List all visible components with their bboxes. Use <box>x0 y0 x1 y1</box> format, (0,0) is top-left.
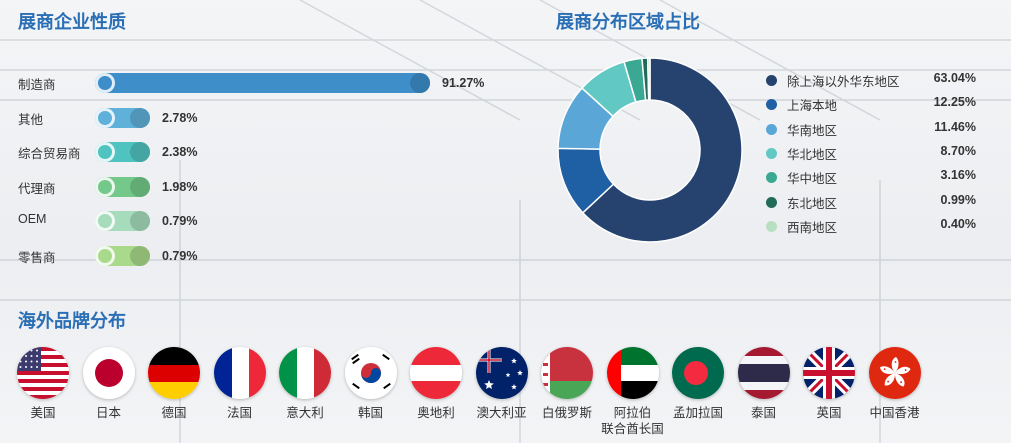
bar-category-label: 综合贸易商 <box>18 147 81 161</box>
bar-start-knob <box>95 245 115 266</box>
flag-country-label: 韩国 <box>357 406 383 420</box>
flag-country-label: 孟加拉国 <box>672 406 723 420</box>
legend-value: 12.25% <box>933 95 976 110</box>
region-share-donut-chart <box>557 57 743 243</box>
legend-item: 华中地区 3.16% <box>766 168 986 186</box>
legend-label: 上海本地 <box>787 99 838 114</box>
bar-category-label: 零售商 <box>18 250 56 265</box>
legend-value: 0.99% <box>940 192 976 207</box>
legend-value: 0.40% <box>940 216 976 231</box>
legend-value: 63.04% <box>933 71 976 85</box>
flag-country-label: 中国香港 <box>869 406 920 420</box>
flag-country-label: 白俄罗斯 <box>541 406 592 420</box>
legend-item: 华南地区 11.46% <box>766 120 986 138</box>
flag-country-label: 法国 <box>226 406 252 420</box>
bar-end-knob <box>130 211 150 231</box>
flag-austria-icon <box>410 347 462 399</box>
flag-country-label: 德国 <box>161 406 187 420</box>
legend-label: 东北地区 <box>787 196 838 211</box>
flag-hongkong-icon <box>868 347 921 399</box>
bar-value-label: 0.79% <box>162 214 198 228</box>
flag-country-label: 英国 <box>816 406 842 420</box>
bar-end-knob <box>130 176 150 197</box>
flag-belarus-icon <box>541 347 593 399</box>
flag-japan-icon <box>82 347 135 399</box>
legend-label: 西南地区 <box>787 220 838 235</box>
legend-label: 除上海以外华东地区 <box>787 75 900 89</box>
flag-usa-icon <box>17 347 69 399</box>
flag-bangladesh-icon <box>672 347 724 399</box>
legend-value: 3.16% <box>940 168 976 183</box>
flag-korea-icon <box>344 347 397 399</box>
legend-swatch <box>766 147 777 159</box>
bar-end-knob <box>130 245 150 266</box>
bar-category-label: 代理商 <box>18 181 56 196</box>
bar-start-knob <box>95 142 115 162</box>
flag-france-icon <box>213 347 266 399</box>
legend-item: 上海本地 12.25% <box>766 95 986 113</box>
bar-category-label: OEM <box>18 212 47 226</box>
bar-start-knob <box>95 211 115 231</box>
bar-category-label: 其他 <box>18 112 44 127</box>
bar-value-label: 2.78% <box>162 110 198 125</box>
bar-value-label: 1.98% <box>162 179 198 194</box>
bar <box>95 73 430 93</box>
flag-country-label: 美国 <box>30 406 56 420</box>
legend-label: 华北地区 <box>787 147 838 162</box>
flag-country-label: 泰国 <box>750 406 776 420</box>
legend-swatch <box>766 172 777 184</box>
bar-value-label: 0.79% <box>162 248 198 263</box>
legend-swatch <box>766 220 777 232</box>
bar-value-label: 91.27% <box>442 76 485 90</box>
overseas-brands-title: 海外品牌分布 <box>18 311 126 331</box>
flag-country-label: 奥地利 <box>417 406 455 420</box>
legend-item: 除上海以外华东地区 63.04% <box>766 71 986 89</box>
legend-swatch <box>766 99 777 111</box>
flag-country-label: 阿拉伯 联合酋长国 <box>601 406 664 436</box>
flag-australia-icon <box>475 347 528 399</box>
donut-slice <box>581 57 743 243</box>
flag-thailand-icon <box>737 347 790 399</box>
region-share-title: 展商分布区域占比 <box>556 12 700 32</box>
donut-slice <box>646 57 651 101</box>
legend-swatch <box>766 75 777 86</box>
legend-swatch <box>766 123 777 135</box>
flag-country-label: 日本 <box>95 406 121 420</box>
exhibitor-nature-title: 展商企业性质 <box>18 12 126 32</box>
bar-end-knob <box>130 142 150 162</box>
flag-germany-icon <box>148 347 200 399</box>
legend-swatch <box>766 196 777 208</box>
legend-value: 8.70% <box>940 143 976 158</box>
bar-start-knob <box>95 73 115 93</box>
bar-value-label: 2.38% <box>162 145 198 159</box>
legend-label: 华南地区 <box>787 123 838 138</box>
flag-italy-icon <box>279 347 331 399</box>
bar-start-knob <box>95 176 115 197</box>
bar-category-label: 制造商 <box>18 78 56 92</box>
legend-item: 东北地区 0.99% <box>766 193 986 211</box>
legend-item: 华北地区 8.70% <box>766 144 986 162</box>
legend-value: 11.46% <box>934 119 976 134</box>
flag-country-label: 澳大利亚 <box>476 406 527 420</box>
legend-item: 西南地区 0.40% <box>766 217 986 235</box>
bar-end-knob <box>130 107 150 128</box>
flag-uae-icon <box>606 347 659 399</box>
legend-label: 华中地区 <box>787 172 838 187</box>
bar-end-knob <box>410 73 430 93</box>
bar-start-knob <box>95 107 115 128</box>
flag-country-label: 意大利 <box>286 406 324 420</box>
flag-uk-icon <box>803 347 855 399</box>
